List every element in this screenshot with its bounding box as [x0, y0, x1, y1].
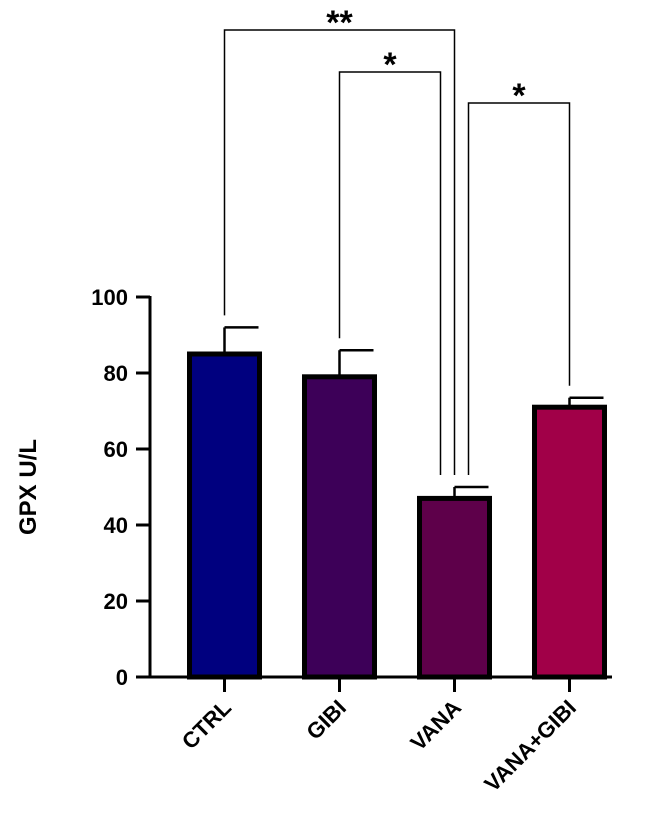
y-tick-label: 100: [91, 285, 128, 310]
y-tick-label: 60: [104, 437, 128, 462]
x-tick-label: VANA: [405, 695, 466, 756]
x-tick-label: GIBI: [301, 695, 351, 745]
y-axis-label: GPX U/L: [15, 439, 42, 535]
significance-label: *: [383, 46, 397, 84]
significance-bracket: [467, 102, 571, 475]
y-tick-label: 40: [104, 513, 128, 538]
x-tick-label: VANA+GIBI: [479, 695, 581, 797]
significance-bracket: [223, 29, 456, 475]
bar: [532, 404, 607, 680]
bar: [417, 495, 492, 680]
bar: [187, 351, 262, 680]
y-tick-label: 0: [116, 665, 128, 690]
x-tick-label: CTRL: [177, 695, 236, 754]
significance-bracket: [338, 71, 442, 475]
significance-label: *: [512, 77, 526, 115]
y-tick-label: 80: [104, 361, 128, 386]
bar: [302, 374, 377, 680]
y-tick-label: 20: [104, 589, 128, 614]
significance-label: **: [326, 4, 353, 42]
